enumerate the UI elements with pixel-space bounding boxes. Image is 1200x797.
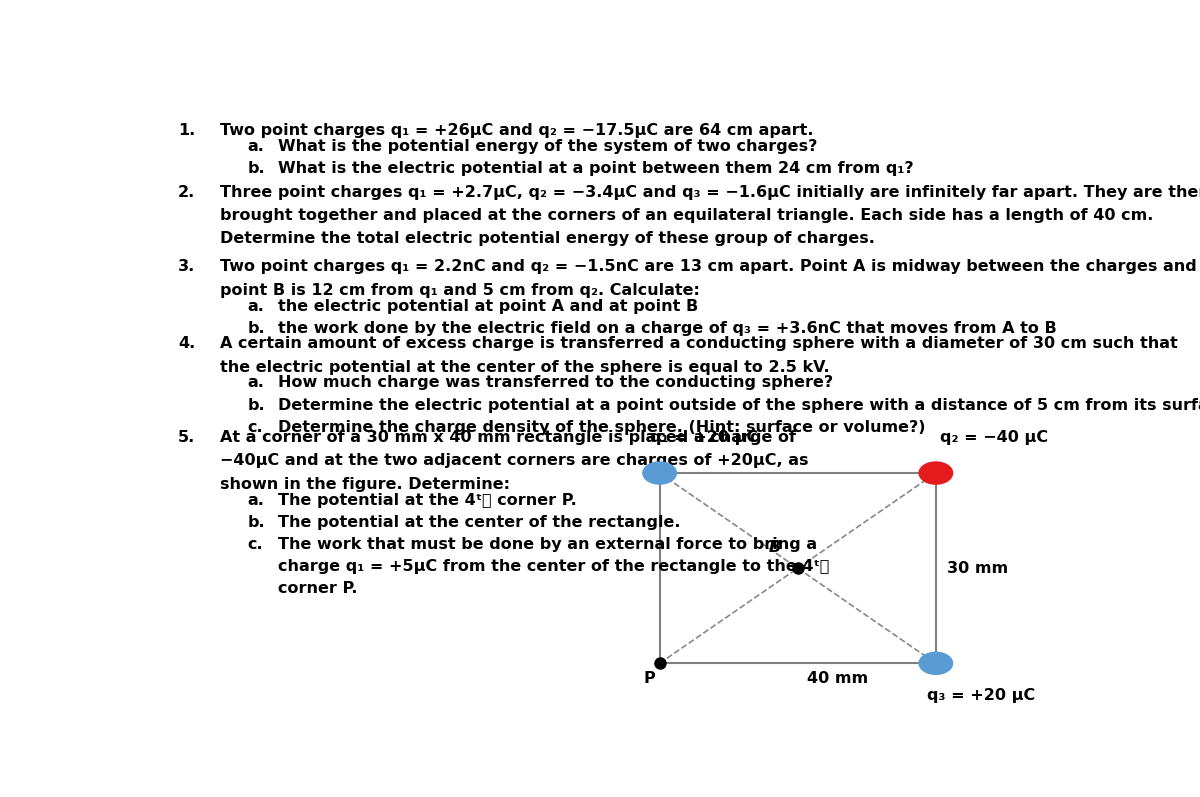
Text: What is the potential energy of the system of two charges?: What is the potential energy of the syst…	[278, 139, 817, 154]
Text: −40μC and at the two adjacent corners are charges of +20μC, as: −40μC and at the two adjacent corners ar…	[220, 453, 809, 469]
Text: b.: b.	[247, 161, 265, 176]
Text: 3.: 3.	[178, 260, 196, 274]
Text: the electric potential at the center of the sphere is equal to 2.5 kV.: the electric potential at the center of …	[220, 359, 829, 375]
Text: +: +	[652, 464, 668, 482]
Text: q₁ = +20 μC: q₁ = +20 μC	[650, 430, 758, 446]
Text: a.: a.	[247, 299, 264, 314]
Text: P: P	[643, 670, 655, 685]
Text: A certain amount of excess charge is transferred a conducting sphere with a diam: A certain amount of excess charge is tra…	[220, 336, 1177, 351]
Text: 2.: 2.	[178, 185, 196, 199]
Text: 4.: 4.	[178, 336, 196, 351]
Text: brought together and placed at the corners of an equilateral triangle. Each side: brought together and placed at the corne…	[220, 208, 1153, 223]
Text: The potential at the 4ᵗ˰ corner P.: The potential at the 4ᵗ˰ corner P.	[278, 493, 577, 508]
Text: 5.: 5.	[178, 430, 196, 445]
Text: a.: a.	[247, 375, 264, 391]
Text: The potential at the center of the rectangle.: The potential at the center of the recta…	[278, 515, 680, 530]
Text: Two point charges q₁ = 2.2nC and q₂ = −1.5nC are 13 cm apart. Point A is midway : Two point charges q₁ = 2.2nC and q₂ = −1…	[220, 260, 1196, 274]
Text: Determine the total electric potential energy of these group of charges.: Determine the total electric potential e…	[220, 231, 875, 246]
Text: b.: b.	[247, 321, 265, 336]
Text: B: B	[769, 540, 781, 555]
Text: a.: a.	[247, 493, 264, 508]
Text: b.: b.	[247, 515, 265, 530]
Text: What is the electric potential at a point between them 24 cm from q₁?: What is the electric potential at a poin…	[278, 161, 914, 176]
Text: q₂ = −40 μC: q₂ = −40 μC	[941, 430, 1049, 446]
Circle shape	[919, 462, 953, 484]
Text: the electric potential at point A and at point B: the electric potential at point A and at…	[278, 299, 698, 314]
Text: How much charge was transferred to the conducting sphere?: How much charge was transferred to the c…	[278, 375, 834, 391]
Text: 40 mm: 40 mm	[808, 670, 868, 685]
Text: b.: b.	[247, 398, 265, 413]
Text: At a corner of a 30 mm x 40 mm rectangle is placed a charge of: At a corner of a 30 mm x 40 mm rectangle…	[220, 430, 796, 445]
Text: Three point charges q₁ = +2.7μC, q₂ = −3.4μC and q₃ = −1.6μC initially are infin: Three point charges q₁ = +2.7μC, q₂ = −3…	[220, 185, 1200, 199]
Text: +: +	[928, 654, 944, 673]
Text: shown in the figure. Determine:: shown in the figure. Determine:	[220, 477, 510, 492]
Text: c.: c.	[247, 537, 263, 552]
Text: 1.: 1.	[178, 124, 196, 138]
Text: corner P.: corner P.	[278, 581, 358, 596]
Text: q₃ = +20 μC: q₃ = +20 μC	[926, 688, 1034, 703]
Text: the work done by the electric field on a charge of q₃ = +3.6nC that moves from A: the work done by the electric field on a…	[278, 321, 1057, 336]
Text: The work that must be done by an external force to bring a: The work that must be done by an externa…	[278, 537, 817, 552]
Text: a.: a.	[247, 139, 264, 154]
Circle shape	[919, 652, 953, 674]
Text: Determine the charge density of the sphere. (Hint: surface or volume?): Determine the charge density of the sphe…	[278, 420, 926, 434]
Text: c.: c.	[247, 420, 263, 434]
Text: charge q₁ = +5μC from the center of the rectangle to the 4ᵗ˰: charge q₁ = +5μC from the center of the …	[278, 559, 829, 574]
Text: Determine the electric potential at a point outside of the sphere with a distanc: Determine the electric potential at a po…	[278, 398, 1200, 413]
Text: point B is 12 cm from q₁ and 5 cm from q₂. Calculate:: point B is 12 cm from q₁ and 5 cm from q…	[220, 283, 700, 298]
Text: Two point charges q₁ = +26μC and q₂ = −17.5μC are 64 cm apart.: Two point charges q₁ = +26μC and q₂ = −1…	[220, 124, 814, 138]
Circle shape	[643, 462, 677, 484]
Text: −: −	[926, 463, 946, 483]
Text: 30 mm: 30 mm	[947, 560, 1008, 575]
